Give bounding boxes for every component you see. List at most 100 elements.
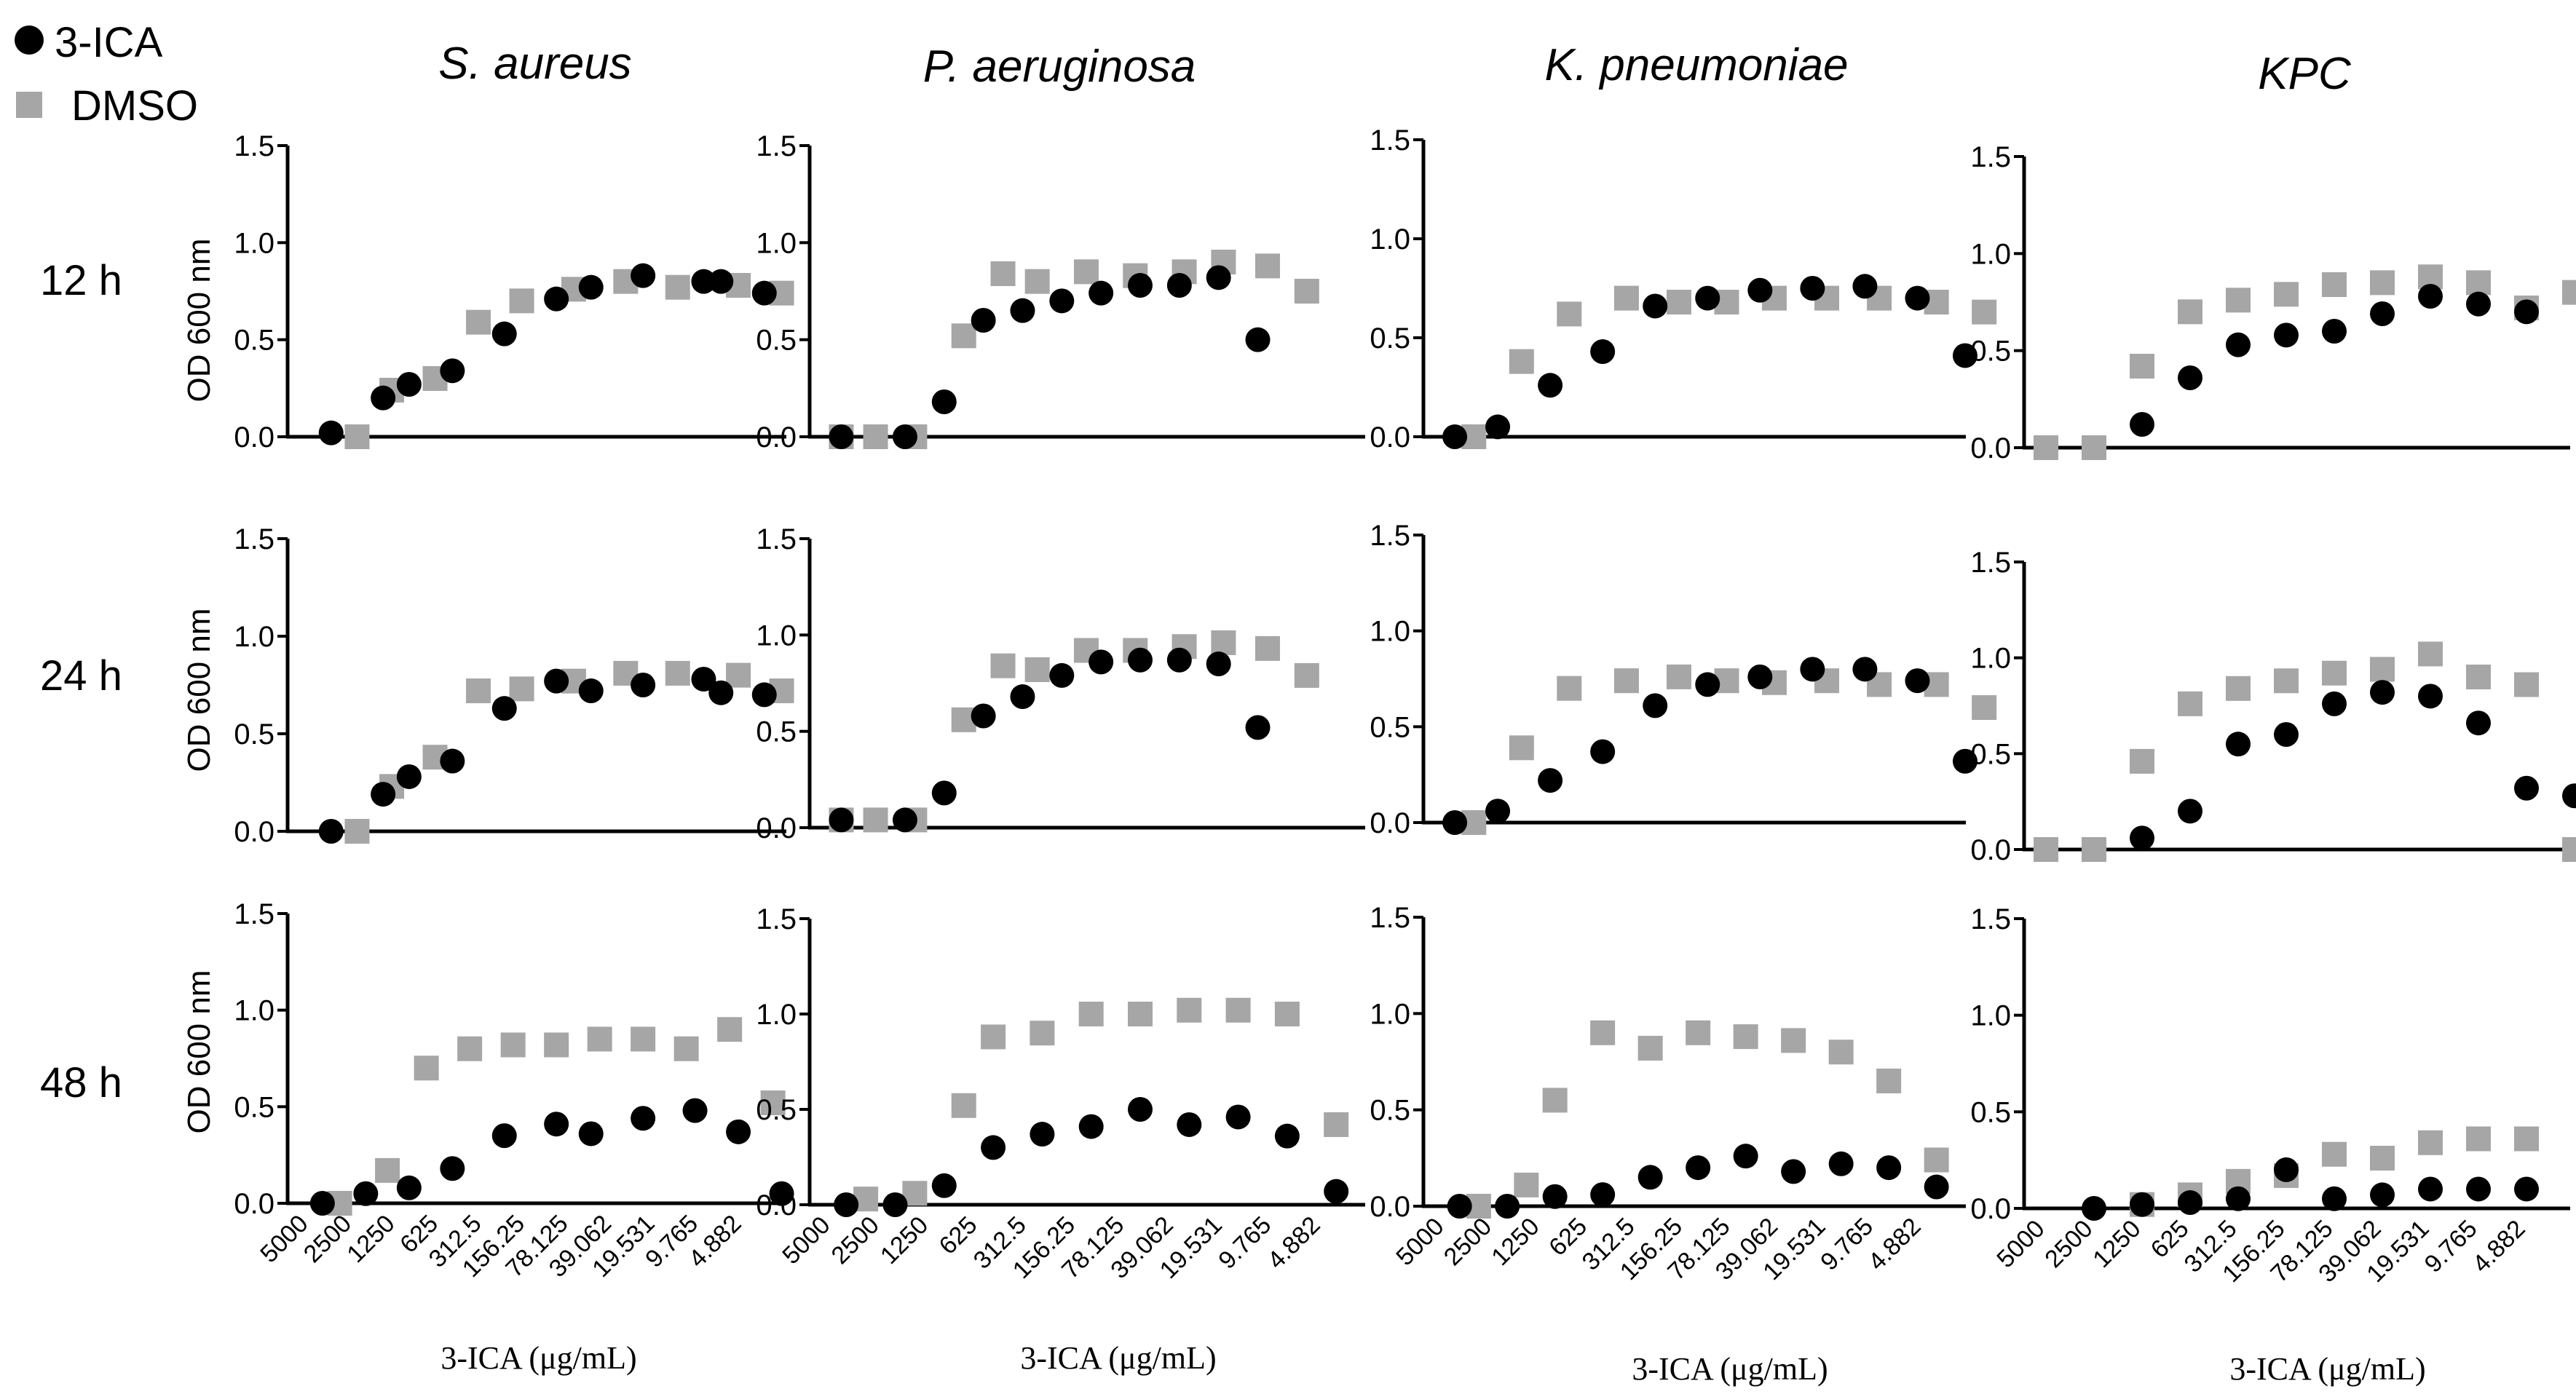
- x-axis-title-p-aeruginosa: 3-ICA (μg/mL): [1020, 1340, 1216, 1376]
- ica-point: [691, 269, 716, 294]
- y-tick-label: 0.0: [756, 1189, 797, 1221]
- ica-point: [309, 1191, 335, 1216]
- dmso-point: [344, 424, 370, 449]
- dmso-point: [1255, 253, 1280, 279]
- ica-point: [829, 807, 854, 833]
- dmso-point: [863, 424, 888, 449]
- ica-point: [2178, 1190, 2202, 1216]
- x-tick-label: 9.765: [1213, 1211, 1276, 1275]
- dmso-point: [344, 819, 370, 844]
- ica-point: [726, 1119, 751, 1144]
- y-tick-label: 0.0: [234, 816, 274, 848]
- ica-point: [882, 1192, 908, 1217]
- dmso-point: [2178, 691, 2202, 716]
- dmso-point: [760, 1090, 786, 1116]
- ica-point: [2130, 1192, 2154, 1217]
- ica-point: [971, 308, 996, 333]
- y-tick-label: 0.5: [756, 1094, 797, 1126]
- ica-point: [396, 764, 422, 789]
- ica-point: [1828, 1151, 1854, 1176]
- ica-point: [2274, 722, 2299, 747]
- y-tick-label: 1.5: [1970, 903, 2011, 935]
- y-tick-label: 1.0: [1970, 643, 2011, 675]
- dmso-point: [2274, 668, 2299, 694]
- x-axis-title-kpc: 3-ICA (μg/mL): [2229, 1351, 2425, 1387]
- ica-point: [2466, 710, 2491, 736]
- dmso-point: [1509, 349, 1534, 374]
- ica-point: [631, 673, 656, 697]
- ica-point: [1127, 1097, 1153, 1122]
- dmso-point: [2034, 435, 2058, 460]
- legend: 3-ICA DMSO: [15, 19, 198, 130]
- y-tick-label: 0.5: [234, 718, 274, 751]
- ica-point: [1010, 298, 1035, 323]
- y-tick-label: 0.0: [1370, 1191, 1410, 1223]
- ica-point: [931, 780, 957, 806]
- ica-point: [1089, 649, 1114, 675]
- dmso-point: [1078, 1002, 1104, 1026]
- dmso-point: [1733, 1024, 1758, 1050]
- dmso-point: [1637, 1035, 1663, 1061]
- ica-point: [578, 1121, 604, 1147]
- y-tick-label: 1.5: [234, 130, 274, 162]
- dmso-point: [414, 1056, 439, 1081]
- dmso-point: [1557, 301, 1582, 327]
- dmso-point: [2130, 354, 2154, 379]
- y-tick-label: 0.0: [1970, 432, 2011, 464]
- column-title-p-aeruginosa: P. aeruginosa: [923, 41, 1196, 92]
- ica-point: [544, 286, 569, 312]
- y-tick-label: 1.0: [756, 999, 797, 1031]
- ica-point: [1030, 1122, 1055, 1147]
- ica-point: [1245, 715, 1271, 740]
- ica-point: [578, 274, 604, 300]
- y-tick-label: 0.0: [1370, 807, 1410, 839]
- ica-point: [2514, 299, 2539, 325]
- ica-point: [2322, 319, 2347, 344]
- dmso-point: [544, 1032, 569, 1058]
- ica-point: [631, 1106, 656, 1131]
- x-tick-label: 9.765: [2419, 1215, 2483, 1278]
- x-tick-label: 2500: [299, 1210, 357, 1268]
- ica-point: [318, 420, 344, 445]
- panel-k-pneumoniae-48h: 0.00.51.01.5500025001250625312.5156.2578…: [1370, 902, 1966, 1286]
- ica-point: [751, 682, 777, 708]
- dmso-point: [466, 678, 491, 704]
- ica-point: [1049, 662, 1075, 688]
- ica-point: [1695, 285, 1720, 311]
- dmso-point: [631, 1026, 656, 1052]
- ica-point: [769, 1181, 794, 1206]
- ica-point: [491, 1123, 517, 1149]
- ica-point: [1643, 293, 1668, 319]
- ica-point: [2418, 284, 2443, 309]
- dmso-point: [1211, 630, 1236, 655]
- ica-point: [1637, 1165, 1663, 1190]
- ica-point: [1733, 1144, 1758, 1169]
- y-tick-label: 1.0: [756, 227, 797, 259]
- dmso-point: [673, 1036, 699, 1061]
- y-tick-label: 1.5: [234, 898, 274, 930]
- ica-point: [2370, 680, 2395, 705]
- ica-point: [1800, 657, 1825, 682]
- y-tick-label: 0.5: [1370, 322, 1410, 355]
- y-tick-label: 0.0: [1370, 421, 1410, 454]
- ica-point: [396, 1175, 422, 1200]
- y-tick-label: 0.5: [1370, 1095, 1410, 1127]
- ica-point: [1590, 739, 1616, 764]
- dmso-point: [2466, 270, 2491, 296]
- dmso-point: [1509, 735, 1534, 761]
- dmso-point: [1024, 657, 1050, 682]
- dmso-point: [1686, 1020, 1711, 1045]
- dmso-point: [375, 1157, 400, 1183]
- y-tick-label: 0.5: [1970, 336, 2011, 368]
- ica-point: [2562, 783, 2576, 809]
- ica-point: [1089, 280, 1114, 306]
- ica-point: [2418, 684, 2443, 709]
- ica-point: [2178, 799, 2202, 824]
- ica-point: [1447, 1194, 1472, 1219]
- ica-point: [2226, 732, 2251, 757]
- dmso-point: [2178, 299, 2202, 325]
- panel-k-pneumoniae-24h: 0.0 0.5 1.0 1.5: [1370, 520, 1997, 839]
- row-title-24h: 24 h: [40, 652, 122, 700]
- ica-point: [2466, 1176, 2491, 1202]
